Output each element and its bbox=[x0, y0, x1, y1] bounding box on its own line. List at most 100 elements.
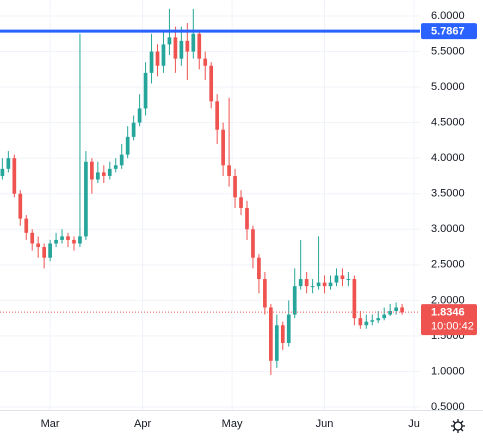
candle-body bbox=[149, 51, 154, 73]
candle bbox=[66, 232, 70, 248]
candle-body bbox=[101, 172, 106, 176]
candle bbox=[179, 26, 184, 66]
y-tick-label: 1.0000 bbox=[431, 365, 465, 377]
y-tick-label: 4.0000 bbox=[431, 152, 465, 164]
y-tick-label: 2.0000 bbox=[431, 294, 465, 306]
candle bbox=[12, 154, 17, 198]
plot-area bbox=[0, 0, 420, 410]
candle-body bbox=[322, 282, 327, 287]
candle bbox=[137, 94, 142, 127]
candle-body bbox=[233, 175, 237, 198]
candle bbox=[316, 236, 321, 290]
candle bbox=[298, 239, 303, 290]
candle-body bbox=[358, 318, 363, 326]
price-label-box bbox=[421, 23, 477, 40]
candle bbox=[18, 190, 23, 226]
candle-body bbox=[269, 307, 273, 361]
candle bbox=[0, 158, 5, 180]
candle-body bbox=[113, 165, 118, 169]
candle-body bbox=[48, 243, 52, 258]
candle bbox=[340, 268, 345, 287]
candle-body bbox=[36, 243, 41, 248]
candle bbox=[352, 275, 357, 326]
candle bbox=[42, 243, 46, 269]
candle bbox=[221, 122, 225, 176]
candle bbox=[269, 303, 273, 376]
settings-icon[interactable] bbox=[451, 419, 465, 433]
candle bbox=[143, 62, 148, 116]
candle-body bbox=[245, 207, 249, 230]
candle-body bbox=[143, 72, 148, 109]
countdown-label: 10:00:42 bbox=[431, 321, 474, 333]
candle-body bbox=[60, 236, 64, 240]
y-tick-label: 3.0000 bbox=[431, 223, 465, 235]
candle-body bbox=[221, 129, 225, 166]
candle bbox=[286, 300, 291, 347]
candle-body bbox=[304, 279, 309, 287]
candle-body bbox=[370, 320, 375, 322]
candle-body bbox=[18, 193, 23, 219]
candle-body bbox=[185, 40, 190, 52]
candle-body bbox=[66, 236, 70, 240]
candle-body bbox=[137, 108, 142, 123]
candle bbox=[280, 321, 285, 351]
candle-body bbox=[239, 197, 243, 208]
candle bbox=[197, 30, 202, 70]
candle bbox=[6, 151, 11, 173]
candle-body bbox=[84, 161, 88, 237]
candle bbox=[155, 44, 160, 77]
y-tick-label: 4.5000 bbox=[431, 117, 465, 129]
candle-body bbox=[155, 51, 160, 66]
candle bbox=[376, 311, 381, 324]
candle bbox=[107, 161, 112, 180]
candle bbox=[215, 94, 220, 144]
candle-body bbox=[263, 279, 267, 308]
candle-body bbox=[251, 229, 255, 258]
candle bbox=[72, 236, 76, 251]
candle bbox=[310, 279, 315, 294]
candle-body bbox=[209, 65, 214, 102]
candle bbox=[400, 303, 404, 315]
last-price-label: 1.8346 bbox=[431, 307, 465, 319]
x-tick-label: Ju bbox=[408, 418, 420, 430]
candle-body bbox=[203, 58, 208, 66]
candle bbox=[101, 165, 106, 184]
price-label: 5.7867 bbox=[431, 26, 465, 38]
candle-body bbox=[173, 37, 178, 59]
candle bbox=[84, 151, 88, 240]
candle bbox=[95, 161, 100, 184]
candle-body bbox=[364, 321, 369, 326]
candle-body bbox=[292, 286, 297, 315]
candle-body bbox=[280, 325, 285, 344]
candle bbox=[245, 200, 249, 240]
candle bbox=[227, 97, 231, 187]
candle-body bbox=[352, 279, 357, 319]
candle bbox=[304, 271, 309, 294]
x-tick-label: May bbox=[222, 418, 243, 430]
candle-body bbox=[107, 168, 112, 176]
y-tick-label: 0.5000 bbox=[431, 401, 465, 413]
candle bbox=[113, 158, 118, 173]
candle-body bbox=[215, 101, 220, 130]
candle bbox=[119, 143, 124, 169]
candle-body bbox=[179, 40, 184, 59]
candle bbox=[24, 215, 29, 240]
y-tick-label: 5.5000 bbox=[431, 45, 465, 57]
candle-body bbox=[78, 236, 82, 244]
candle bbox=[251, 225, 255, 269]
candle-body bbox=[0, 168, 5, 176]
candle-body bbox=[334, 275, 339, 283]
candle-body bbox=[400, 307, 404, 313]
candle-body bbox=[274, 325, 279, 361]
candle-body bbox=[257, 257, 261, 280]
y-tick-label: 6.0000 bbox=[431, 10, 465, 22]
y-tick-label: 2.5000 bbox=[431, 259, 465, 271]
candle bbox=[131, 115, 136, 141]
x-tick-label: Jun bbox=[316, 418, 334, 430]
candle bbox=[125, 126, 130, 159]
candle bbox=[263, 271, 267, 315]
candle bbox=[334, 268, 339, 287]
candle-body bbox=[310, 286, 315, 288]
y-tick-label: 3.5000 bbox=[431, 188, 465, 200]
candle-body bbox=[197, 33, 202, 59]
